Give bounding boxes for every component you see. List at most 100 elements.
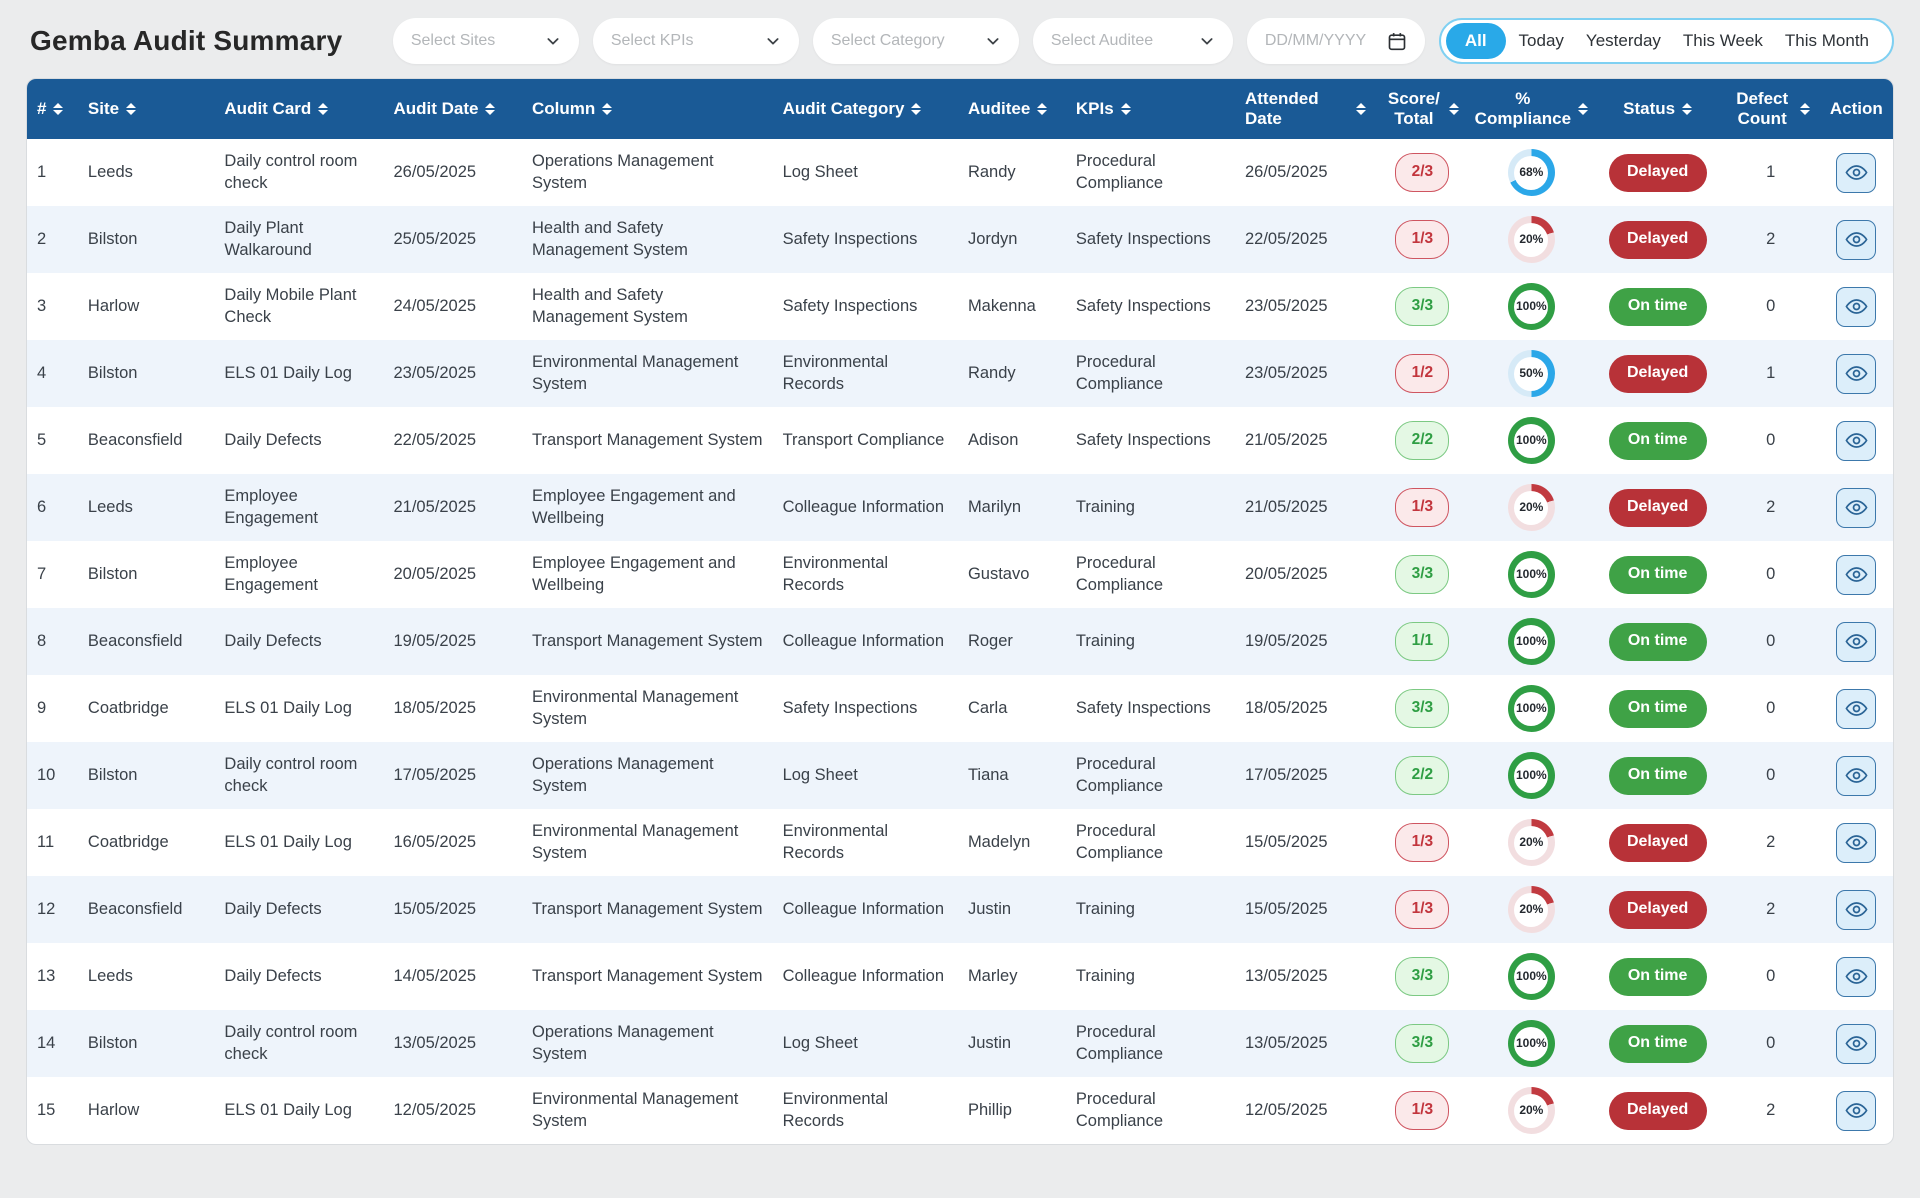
select-sites-placeholder: Select Sites — [410, 32, 496, 49]
cell-audit-card: Daily Defects — [224, 966, 322, 985]
cell-score: 1/3 — [1376, 1077, 1470, 1144]
view-action-button[interactable] — [1836, 1090, 1877, 1131]
range-yesterday[interactable]: Yesterday — [1585, 31, 1661, 50]
cell-status: On time — [1593, 675, 1721, 742]
cell-audit-card: Daily Mobile Plant Check — [224, 286, 357, 326]
select-category-dropdown[interactable]: Select Category — [812, 18, 1019, 64]
cell-status: On time — [1593, 541, 1721, 608]
cell-audit-date: 16/05/2025 — [393, 832, 477, 851]
cell-score: 3/3 — [1376, 273, 1470, 340]
cell-attended-date: 12/05/2025 — [1244, 1100, 1328, 1119]
view-action-button[interactable] — [1836, 755, 1877, 796]
view-action-button[interactable] — [1836, 353, 1877, 394]
view-action-button[interactable] — [1836, 889, 1877, 930]
eye-icon — [1845, 433, 1868, 448]
view-action-button[interactable] — [1836, 286, 1877, 327]
cell-kpis: Procedural Compliance — [1075, 822, 1164, 862]
column-header-site[interactable]: Site — [77, 79, 215, 139]
top-bar: Gemba Audit Summary Select Sites Select … — [0, 0, 1920, 78]
cell-action — [1820, 340, 1893, 407]
cell-compliance: 50% — [1469, 340, 1593, 407]
cell-attended-date: 21/05/2025 — [1244, 497, 1328, 516]
table-body: 1 Leeds Daily control room check 26/05/2025… — [27, 139, 1893, 1144]
column-header-attended_date[interactable]: Attended Date — [1234, 79, 1376, 139]
cell-defect-count: 2 — [1766, 832, 1776, 851]
view-action-button[interactable] — [1836, 152, 1877, 193]
view-action-button[interactable] — [1836, 219, 1877, 260]
table-row: 15 Harlow ELS 01 Daily Log 12/05/2025 Enviro… — [27, 1077, 1893, 1144]
view-action-button[interactable] — [1836, 420, 1877, 461]
column-label: Audit Card — [224, 99, 312, 119]
column-label: Audit Category — [782, 99, 905, 119]
cell-status: On time — [1593, 273, 1721, 340]
column-header-audit_card[interactable]: Audit Card — [214, 79, 384, 139]
date-input[interactable]: DD/MM/YYYY — [1246, 18, 1425, 64]
view-action-button[interactable] — [1836, 1023, 1877, 1064]
cell-kpis: Safety Inspections — [1075, 229, 1211, 248]
status-badge: On time — [1608, 555, 1707, 594]
column-header-defect_count[interactable]: Defect Count — [1721, 79, 1820, 139]
audit-table-card: # Site Audit Card Audit Date Column Audit Cat… — [26, 78, 1894, 1145]
column-label: Site — [87, 99, 120, 119]
cell-defect-count: 0 — [1766, 1033, 1776, 1052]
column-header-audit_category[interactable]: Audit Category — [772, 79, 958, 139]
range-this-month[interactable]: This Month — [1784, 31, 1869, 50]
select-auditee-dropdown[interactable]: Select Auditee — [1032, 18, 1233, 64]
cell-audit-date: 17/05/2025 — [393, 765, 477, 784]
cell-attended-date: 21/05/2025 — [1244, 430, 1328, 449]
column-header-auditee[interactable]: Auditee — [957, 79, 1066, 139]
cell-audit-category: Colleague Information — [782, 631, 944, 650]
range-this-week[interactable]: This Week — [1682, 31, 1763, 50]
column-header-num[interactable]: # — [27, 79, 78, 139]
cell-number: 5 — [37, 430, 47, 449]
cell-site: Leeds — [87, 497, 133, 516]
column-header-kpis[interactable]: KPIs — [1065, 79, 1235, 139]
table-row: 12 Beaconsfield Daily Defects 15/05/2025 Tra… — [27, 876, 1893, 943]
view-action-button[interactable] — [1836, 487, 1877, 528]
cell-audit-card: Daily Defects — [224, 430, 322, 449]
column-header-score[interactable]: Score/ Total — [1375, 79, 1470, 139]
cell-kpis: Procedural Compliance — [1075, 1023, 1164, 1063]
cell-attended-date: 18/05/2025 — [1244, 698, 1328, 717]
cell-auditee: Adison — [967, 430, 1019, 449]
view-action-button[interactable] — [1836, 822, 1877, 863]
cell-column: Transport Management System — [532, 430, 763, 449]
select-sites-dropdown[interactable]: Select Sites — [392, 18, 579, 64]
cell-number: 11 — [37, 832, 55, 851]
cell-auditee: Marilyn — [967, 497, 1022, 516]
page-title: Gemba Audit Summary — [30, 25, 343, 56]
sort-icon — [1682, 102, 1693, 116]
cell-column: Health and Safety Management System — [532, 219, 688, 259]
cell-status: On time — [1593, 608, 1721, 675]
cell-defect-count: 0 — [1766, 631, 1776, 650]
cell-action — [1820, 474, 1893, 541]
cell-audit-date: 21/05/2025 — [393, 497, 477, 516]
table-row: 5 Beaconsfield Daily Defects 22/05/2025 Tran… — [27, 407, 1893, 474]
cell-audit-card: ELS 01 Daily Log — [224, 1100, 352, 1119]
column-header-status[interactable]: Status — [1593, 79, 1722, 139]
column-label: Score/ Total — [1387, 89, 1440, 128]
view-action-button[interactable] — [1836, 621, 1877, 662]
eye-icon — [1845, 835, 1868, 850]
sort-icon — [1355, 102, 1366, 116]
score-badge: 3/3 — [1395, 287, 1450, 326]
view-action-button[interactable] — [1836, 956, 1877, 997]
cell-action — [1820, 876, 1893, 943]
compliance-donut: 100% — [1507, 283, 1555, 330]
column-header-audit_date[interactable]: Audit Date — [383, 79, 522, 139]
column-header-compliance[interactable]: % Compliance — [1469, 79, 1594, 139]
cell-number: 13 — [37, 966, 56, 985]
cell-audit-category: Environmental Records — [782, 1090, 889, 1130]
view-action-button[interactable] — [1836, 554, 1877, 595]
column-header-column[interactable]: Column — [522, 79, 773, 139]
cell-number: 1 — [37, 162, 47, 181]
compliance-value: 100% — [1515, 968, 1547, 983]
range-all[interactable]: All — [1445, 23, 1506, 59]
cell-defect-count: 0 — [1766, 698, 1776, 717]
cell-action — [1820, 675, 1893, 742]
compliance-value: 20% — [1519, 231, 1544, 246]
view-action-button[interactable] — [1836, 688, 1877, 729]
range-today[interactable]: Today — [1518, 31, 1564, 50]
eye-icon — [1845, 634, 1868, 649]
select-kpis-dropdown[interactable]: Select KPIs — [592, 18, 799, 64]
